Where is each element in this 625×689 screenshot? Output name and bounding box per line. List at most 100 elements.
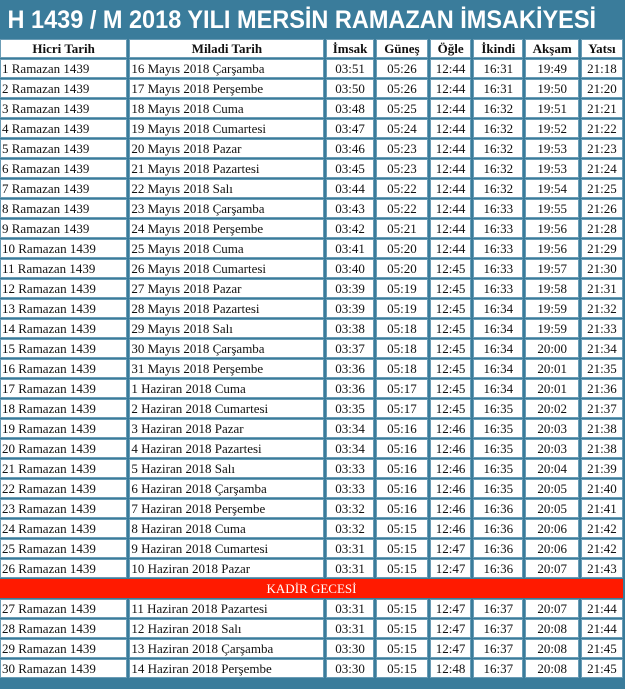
cell-gunes: 05:20 [375,239,429,258]
cell-hicri-tarih: 19 Ramazan 1439 [0,419,128,438]
cell-imsak: 03:31 [326,619,374,638]
cell-ogle: 12:46 [430,519,472,538]
cell-gunes: 05:15 [375,619,429,638]
cell-hicri-tarih: 20 Ramazan 1439 [0,439,128,458]
cell-yatsi: 21:23 [580,139,623,158]
cell-hicri-tarih: 23 Ramazan 1439 [0,499,128,518]
cell-ikindi: 16:32 [473,139,524,158]
cell-miladi-tarih: 21 Mayıs 2018 Pazartesi [129,159,325,178]
cell-hicri-tarih: 11 Ramazan 1439 [0,259,128,278]
cell-ikindi: 16:35 [473,459,524,478]
cell-gunes: 05:15 [375,599,429,618]
cell-gunes: 05:23 [375,159,429,178]
cell-ogle: 12:44 [430,99,472,118]
cell-ogle: 12:47 [430,619,472,638]
table-row: 12 Ramazan 1439 27 Mayıs 2018 Pazar 03:39 0… [0,279,623,298]
cell-gunes: 05:18 [375,339,429,358]
cell-gunes: 05:19 [375,299,429,318]
cell-yatsi: 21:42 [580,539,623,558]
cell-gunes: 05:16 [375,459,429,478]
table-row: 18 Ramazan 1439 2 Haziran 2018 Cumartesi 0… [0,399,623,418]
cell-ikindi: 16:35 [473,399,524,418]
cell-yatsi: 21:30 [580,259,623,278]
cell-ikindi: 16:37 [473,659,524,678]
cell-ogle: 12:48 [430,659,472,678]
cell-aksam: 20:03 [525,439,579,458]
cell-gunes: 05:26 [375,59,429,78]
cell-yatsi: 21:20 [580,79,623,98]
cell-gunes: 05:22 [375,179,429,198]
cell-yatsi: 21:41 [580,499,623,518]
table-row: 3 Ramazan 1439 18 Mayıs 2018 Cuma 03:48 05:… [0,99,623,118]
page-title: H 1439 / M 2018 YILI MERSİN RAMAZAN İMSA… [7,6,597,34]
cell-miladi-tarih: 13 Haziran 2018 Çarşamba [129,639,325,658]
cell-gunes: 05:16 [375,479,429,498]
cell-imsak: 03:38 [326,319,374,338]
cell-ikindi: 16:34 [473,379,524,398]
cell-gunes: 05:18 [375,319,429,338]
cell-gunes: 05:17 [375,379,429,398]
cell-imsak: 03:34 [326,419,374,438]
cell-gunes: 05:25 [375,99,429,118]
column-header-imsak: İmsak [326,39,374,58]
cell-yatsi: 21:18 [580,59,623,78]
cell-ogle: 12:45 [430,359,472,378]
cell-yatsi: 21:32 [580,299,623,318]
cell-miladi-tarih: 6 Haziran 2018 Çarşamba [129,479,325,498]
cell-aksam: 19:50 [525,79,579,98]
cell-hicri-tarih: 16 Ramazan 1439 [0,359,128,378]
cell-miladi-tarih: 26 Mayıs 2018 Cumartesi [129,259,325,278]
column-header-yatsi: Yatsı [580,39,623,58]
cell-ogle: 12:45 [430,279,472,298]
column-header-hicri-tarih: Hicri Tarih [0,39,128,58]
cell-gunes: 05:15 [375,559,429,578]
cell-yatsi: 21:42 [580,519,623,538]
cell-aksam: 19:56 [525,219,579,238]
table-row: 20 Ramazan 1439 4 Haziran 2018 Pazartesi 0… [0,439,623,458]
cell-imsak: 03:47 [326,119,374,138]
cell-imsak: 03:40 [326,259,374,278]
cell-imsak: 03:36 [326,359,374,378]
cell-aksam: 19:59 [525,319,579,338]
table-row: 2 Ramazan 1439 17 Mayıs 2018 Perşembe 03:5… [0,79,623,98]
table-row: 8 Ramazan 1439 23 Mayıs 2018 Çarşamba 03:4… [0,199,623,218]
cell-aksam: 20:08 [525,639,579,658]
column-header-gunes: Güneş [375,39,429,58]
cell-miladi-tarih: 10 Haziran 2018 Pazar [129,559,325,578]
cell-ikindi: 16:33 [473,239,524,258]
cell-yatsi: 21:35 [580,359,623,378]
cell-imsak: 03:45 [326,159,374,178]
cell-imsak: 03:51 [326,59,374,78]
cell-ogle: 12:44 [430,119,472,138]
cell-miladi-tarih: 30 Mayıs 2018 Çarşamba [129,339,325,358]
cell-imsak: 03:35 [326,399,374,418]
cell-miladi-tarih: 4 Haziran 2018 Pazartesi [129,439,325,458]
table-row: 22 Ramazan 1439 6 Haziran 2018 Çarşamba 03… [0,479,623,498]
cell-ikindi: 16:35 [473,479,524,498]
cell-ogle: 12:45 [430,259,472,278]
cell-yatsi: 21:22 [580,119,623,138]
cell-aksam: 20:05 [525,499,579,518]
cell-aksam: 20:01 [525,379,579,398]
cell-yatsi: 21:25 [580,179,623,198]
table-row: 9 Ramazan 1439 24 Mayıs 2018 Perşembe 03:4… [0,219,623,238]
cell-hicri-tarih: 27 Ramazan 1439 [0,599,128,618]
cell-ikindi: 16:33 [473,279,524,298]
cell-gunes: 05:17 [375,399,429,418]
cell-imsak: 03:33 [326,459,374,478]
cell-yatsi: 21:31 [580,279,623,298]
cell-hicri-tarih: 22 Ramazan 1439 [0,479,128,498]
column-header-ogle: Öğle [430,39,472,58]
cell-imsak: 03:34 [326,439,374,458]
cell-miladi-tarih: 12 Haziran 2018 Salı [129,619,325,638]
cell-gunes: 05:26 [375,79,429,98]
cell-aksam: 20:03 [525,419,579,438]
cell-miladi-tarih: 28 Mayıs 2018 Pazartesi [129,299,325,318]
cell-hicri-tarih: 24 Ramazan 1439 [0,519,128,538]
cell-ogle: 12:44 [430,79,472,98]
cell-miladi-tarih: 27 Mayıs 2018 Pazar [129,279,325,298]
cell-ikindi: 16:33 [473,199,524,218]
cell-gunes: 05:15 [375,539,429,558]
cell-ikindi: 16:37 [473,619,524,638]
cell-imsak: 03:50 [326,79,374,98]
